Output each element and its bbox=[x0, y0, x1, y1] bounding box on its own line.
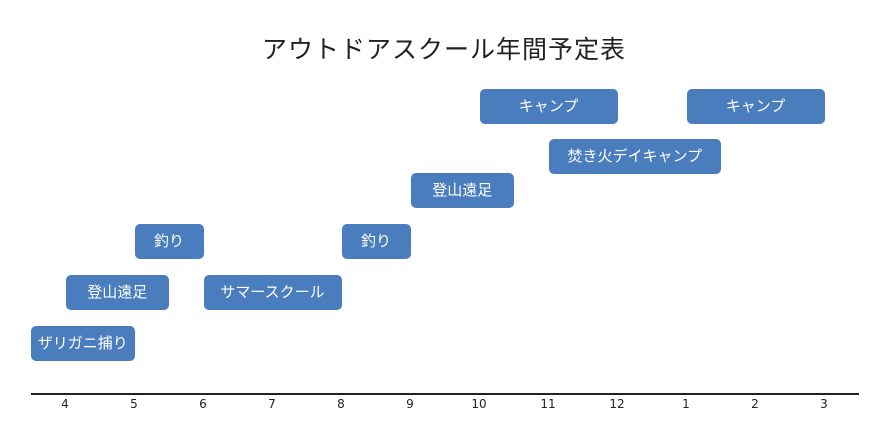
timeline-axis bbox=[31, 393, 859, 395]
month-tick-label: 7 bbox=[268, 397, 276, 411]
month-tick-label: 12 bbox=[609, 397, 625, 411]
event-bar: サマースクール bbox=[203, 275, 342, 310]
event-bar: 登山遠足 bbox=[65, 275, 169, 310]
event-bar: 焚き火デイキャンプ bbox=[548, 139, 721, 174]
event-bar: 釣り bbox=[134, 224, 204, 259]
month-tick-label: 5 bbox=[130, 397, 138, 411]
month-tick-label: 3 bbox=[820, 397, 828, 411]
event-bar: ザリガニ捕り bbox=[31, 326, 135, 361]
month-tick-label: 4 bbox=[61, 397, 69, 411]
month-tick-label: 1 bbox=[682, 397, 690, 411]
event-bar: 登山遠足 bbox=[410, 173, 514, 208]
month-tick-label: 6 bbox=[199, 397, 207, 411]
month-tick-label: 10 bbox=[471, 397, 487, 411]
month-tick-label: 2 bbox=[751, 397, 759, 411]
page-title: アウトドアスクール年間予定表 bbox=[261, 35, 626, 64]
month-tick-label: 9 bbox=[406, 397, 414, 411]
event-bar: キャンプ bbox=[686, 89, 825, 124]
month-tick-label: 8 bbox=[337, 397, 345, 411]
event-bar: キャンプ bbox=[479, 89, 618, 124]
event-bar: 釣り bbox=[341, 224, 411, 259]
month-tick-label: 11 bbox=[540, 397, 556, 411]
